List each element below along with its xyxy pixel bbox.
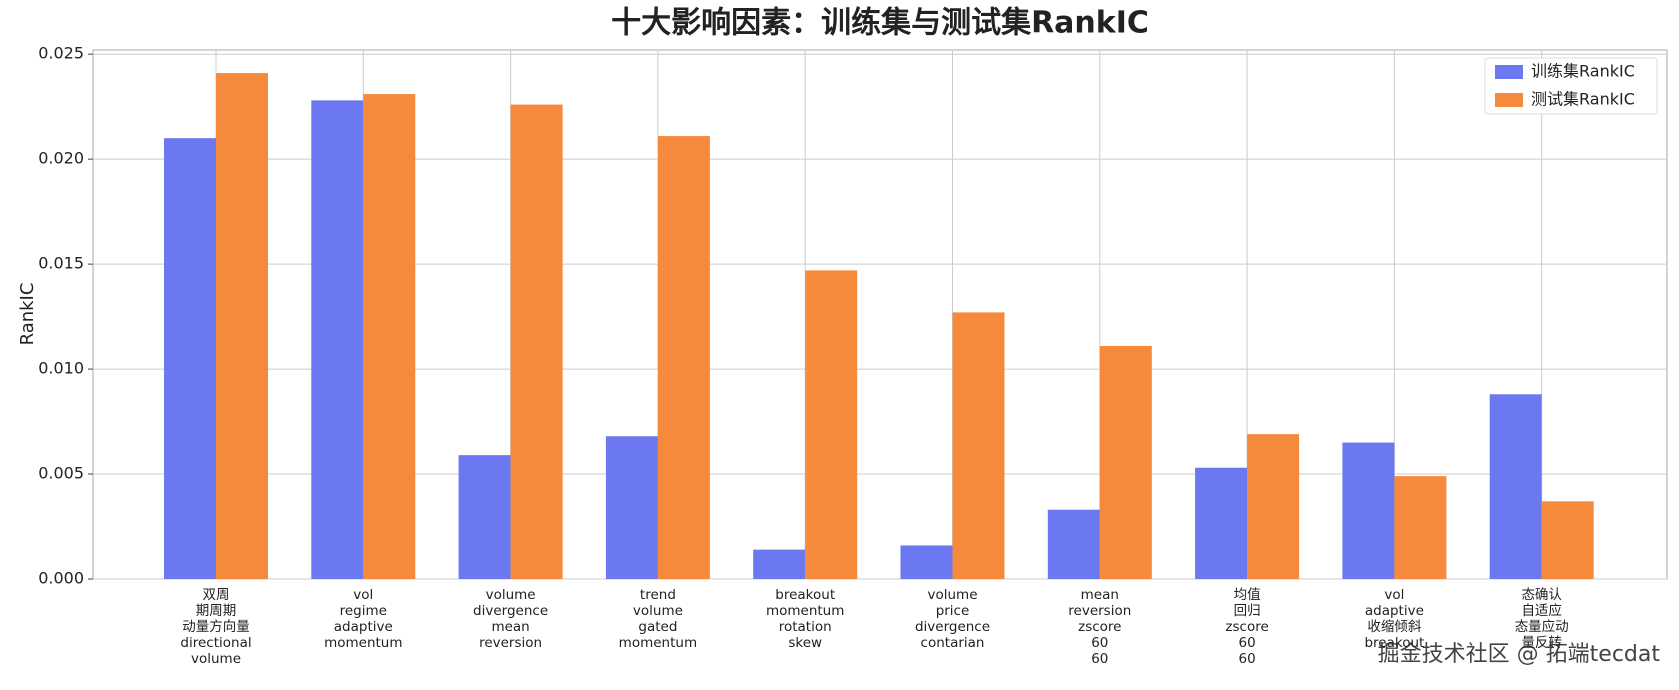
bar [657,136,710,580]
x-tick-label: vol regime adaptive momentum [324,587,402,651]
chart-title: 十大影响因素：训练集与测试集RankIC [611,6,1149,41]
bar [952,312,1005,579]
x-tick-label: volume price divergence contarian [915,587,990,651]
bar [1247,434,1300,579]
watermark: 掘金技术社区 @ 拓端tecdat [1378,642,1661,667]
legend-box [1484,57,1658,115]
x-tick-label: vol adaptive 收缩倾斜 breakout [1364,587,1424,651]
bar [1541,501,1594,579]
bar [510,104,563,579]
legend-swatch [1495,93,1523,107]
legend: 训练集RankIC 测试集RankIC [1484,57,1658,115]
legend-label: 训练集RankIC [1531,62,1635,81]
bar [1394,476,1447,579]
y-tick-label: 0.015 [38,254,84,273]
bar [605,436,658,579]
y-tick-label: 0.010 [38,359,84,378]
y-tick-label: 0.025 [38,44,84,63]
legend-label: 测试集RankIC [1531,90,1635,109]
y-tick-label: 0.020 [38,149,84,168]
bar [1489,394,1542,579]
bar [363,94,416,579]
y-axis-label: RankIC [17,283,38,346]
legend-swatch [1495,65,1523,79]
bar [216,73,268,579]
x-tick-label: volume divergence mean reversion [473,587,548,651]
x-tick-label: 态确认自适应态量应动量反转 [1515,587,1569,651]
x-tick-label: 双周期周期动量方向量 directional volume [180,587,251,667]
bar [311,100,364,579]
x-tick-label: 均值回归 zscore 60 60 [1225,587,1268,667]
bar [805,270,858,579]
y-tick-label: 0.005 [38,464,84,483]
bar [1195,467,1248,579]
bar [753,549,806,579]
bar [900,545,953,579]
y-tick-label: 0.000 [38,569,84,588]
x-tick-label: mean reversion zscore 60 60 [1068,587,1131,667]
bar [164,138,216,579]
bar [1342,442,1395,579]
x-tick-label: trend volume gated momentum [619,587,697,651]
x-tick-label: breakout momentum rotation skew [766,587,844,651]
bar [1099,345,1152,579]
bar [1047,509,1100,579]
bar [458,455,511,579]
